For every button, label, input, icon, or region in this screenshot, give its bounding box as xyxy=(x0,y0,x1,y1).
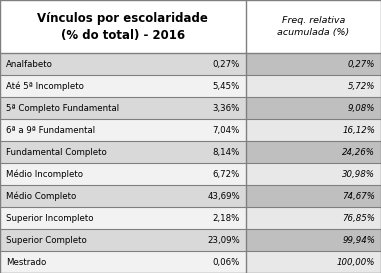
Text: 5ª Completo Fundamental: 5ª Completo Fundamental xyxy=(6,104,119,113)
Text: 43,69%: 43,69% xyxy=(207,192,240,201)
Bar xyxy=(0,0,246,53)
Text: 74,67%: 74,67% xyxy=(342,192,375,201)
Text: Vínculos por escolaridade
(% do total) - 2016: Vínculos por escolaridade (% do total) -… xyxy=(37,12,208,41)
Text: Até 5ª Incompleto: Até 5ª Incompleto xyxy=(6,81,83,91)
Bar xyxy=(0,229,246,251)
Bar xyxy=(246,229,381,251)
Text: 6,72%: 6,72% xyxy=(213,170,240,179)
Bar xyxy=(246,163,381,185)
Text: Médio Completo: Médio Completo xyxy=(6,191,76,201)
Text: 2,18%: 2,18% xyxy=(213,213,240,222)
Bar xyxy=(0,141,246,163)
Bar xyxy=(246,119,381,141)
Text: 3,36%: 3,36% xyxy=(213,104,240,113)
Text: 8,14%: 8,14% xyxy=(213,148,240,157)
Text: 30,98%: 30,98% xyxy=(342,170,375,179)
Bar xyxy=(0,163,246,185)
Bar xyxy=(246,185,381,207)
Bar xyxy=(0,75,246,97)
Bar xyxy=(0,119,246,141)
Text: 76,85%: 76,85% xyxy=(342,213,375,222)
Bar xyxy=(0,251,246,273)
Text: 23,09%: 23,09% xyxy=(207,236,240,245)
Bar xyxy=(246,53,381,75)
Text: 100,00%: 100,00% xyxy=(337,257,375,266)
Text: 99,94%: 99,94% xyxy=(342,236,375,245)
Bar xyxy=(246,251,381,273)
Bar xyxy=(246,141,381,163)
Text: Fundamental Completo: Fundamental Completo xyxy=(6,148,106,157)
Text: 0,27%: 0,27% xyxy=(348,60,375,69)
Text: 0,27%: 0,27% xyxy=(213,60,240,69)
Text: 9,08%: 9,08% xyxy=(348,104,375,113)
Bar xyxy=(246,75,381,97)
Text: Médio Incompleto: Médio Incompleto xyxy=(6,169,83,179)
Text: Freq. relativa
acumulada (%): Freq. relativa acumulada (%) xyxy=(277,16,349,37)
Text: 24,26%: 24,26% xyxy=(342,148,375,157)
Bar xyxy=(0,207,246,229)
Bar xyxy=(246,97,381,119)
Text: Superior Completo: Superior Completo xyxy=(6,236,86,245)
Bar xyxy=(0,97,246,119)
Text: Superior Incompleto: Superior Incompleto xyxy=(6,213,93,222)
Bar xyxy=(246,0,381,53)
Text: 5,72%: 5,72% xyxy=(348,82,375,91)
Bar xyxy=(0,53,246,75)
Text: Mestrado: Mestrado xyxy=(6,257,46,266)
Text: 16,12%: 16,12% xyxy=(342,126,375,135)
Text: 0,06%: 0,06% xyxy=(213,257,240,266)
Text: Analfabeto: Analfabeto xyxy=(6,60,53,69)
Text: 5,45%: 5,45% xyxy=(213,82,240,91)
Text: 7,04%: 7,04% xyxy=(213,126,240,135)
Bar xyxy=(0,185,246,207)
Bar xyxy=(246,207,381,229)
Text: 6ª a 9ª Fundamental: 6ª a 9ª Fundamental xyxy=(6,126,95,135)
